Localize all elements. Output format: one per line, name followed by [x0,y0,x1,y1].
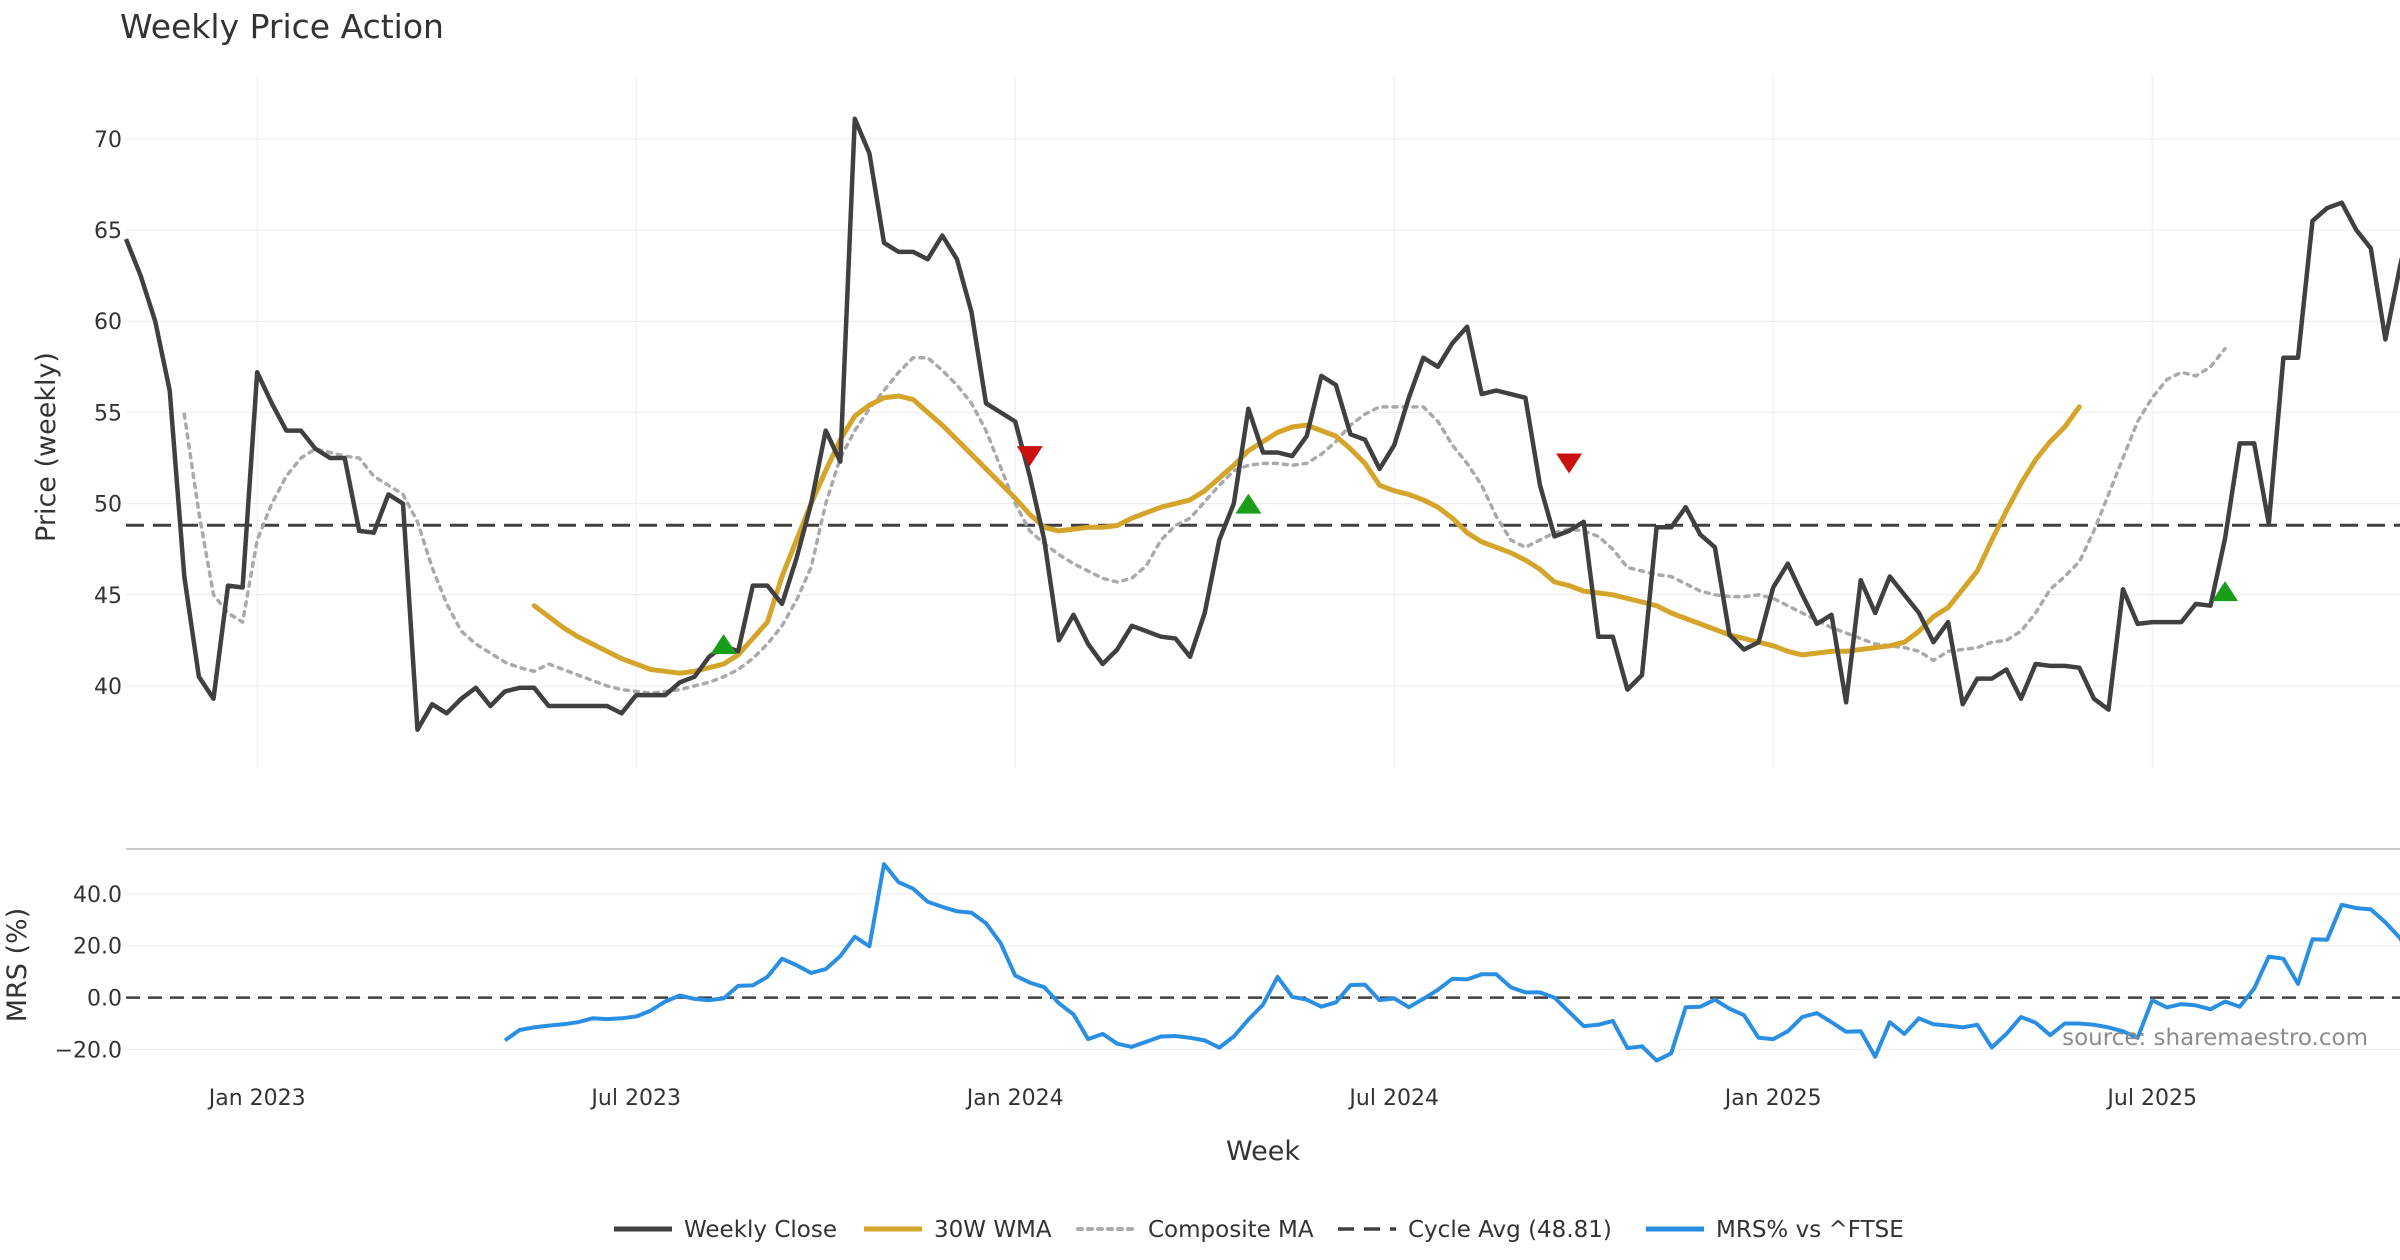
price-y-tick-label: 70 [94,128,122,153]
mrs-y-ticks: 40.0 20.0 0.0 −20.0 [55,883,122,1064]
legend-label-composite: Composite MA [1148,1217,1314,1243]
price-y-ticks: 40 45 50 55 60 65 70 [94,128,122,700]
x-tick-label: Jan 2025 [1723,1086,1822,1111]
buy-signal-marker [2212,581,2239,602]
weekly-close-line [123,116,2400,732]
mrs-y-tick-label: −20.0 [55,1038,122,1063]
sell-signal-marker [1016,446,1043,467]
x-tick-label: Jul 2025 [2105,1086,2197,1111]
chart-title: Weekly Price Action [120,7,444,46]
mrs-line [503,862,2400,1063]
x-tick-label: Jan 2023 [207,1086,306,1111]
buy-signal-marker [1235,493,1262,514]
price-gridlines [126,75,2400,768]
mrs-y-tick-label: 40.0 [73,883,122,908]
x-tick-label: Jul 2023 [589,1086,681,1111]
buy-signal-marker [710,633,737,654]
mrs-gridlines [126,893,2400,1050]
price-y-tick-label: 60 [94,310,122,335]
x-axis-ticks: Jan 2023 Jul 2023 Jan 2024 Jul 2024 Jan 2025… [207,1086,2197,1111]
price-y-tick-label: 45 [94,584,122,609]
mrs-y-axis-label: MRS (%) [2,908,33,1023]
price-y-tick-label: 50 [94,493,122,518]
x-tick-label: Jul 2024 [1347,1086,1439,1111]
mrs-y-tick-label: 20.0 [73,935,122,960]
legend-label-wma: 30W WMA [934,1217,1052,1243]
legend-label-cycle: Cycle Avg (48.81) [1408,1217,1612,1243]
price-y-tick-label: 65 [94,219,122,244]
legend-label-close: Weekly Close [684,1217,837,1243]
price-y-tick-label: 40 [94,675,122,700]
source-watermark: source: sharemaestro.com [2062,1025,2368,1051]
legend: Weekly Close 30W WMA Composite MA Cycle Avg… [614,1217,1904,1243]
price-y-axis-label: Price (weekly) [31,352,62,542]
mrs-y-tick-label: 0.0 [87,987,122,1012]
x-axis-label: Week [1226,1136,1300,1167]
signal-markers [710,446,2239,654]
legend-label-mrs: MRS% vs ^FTSE [1716,1217,1904,1243]
wma-30w-line [531,393,2082,676]
composite-ma-line [182,346,2227,695]
sell-signal-marker [1556,453,1583,474]
x-tick-label: Jan 2024 [965,1086,1064,1111]
price-y-tick-label: 55 [94,401,122,426]
